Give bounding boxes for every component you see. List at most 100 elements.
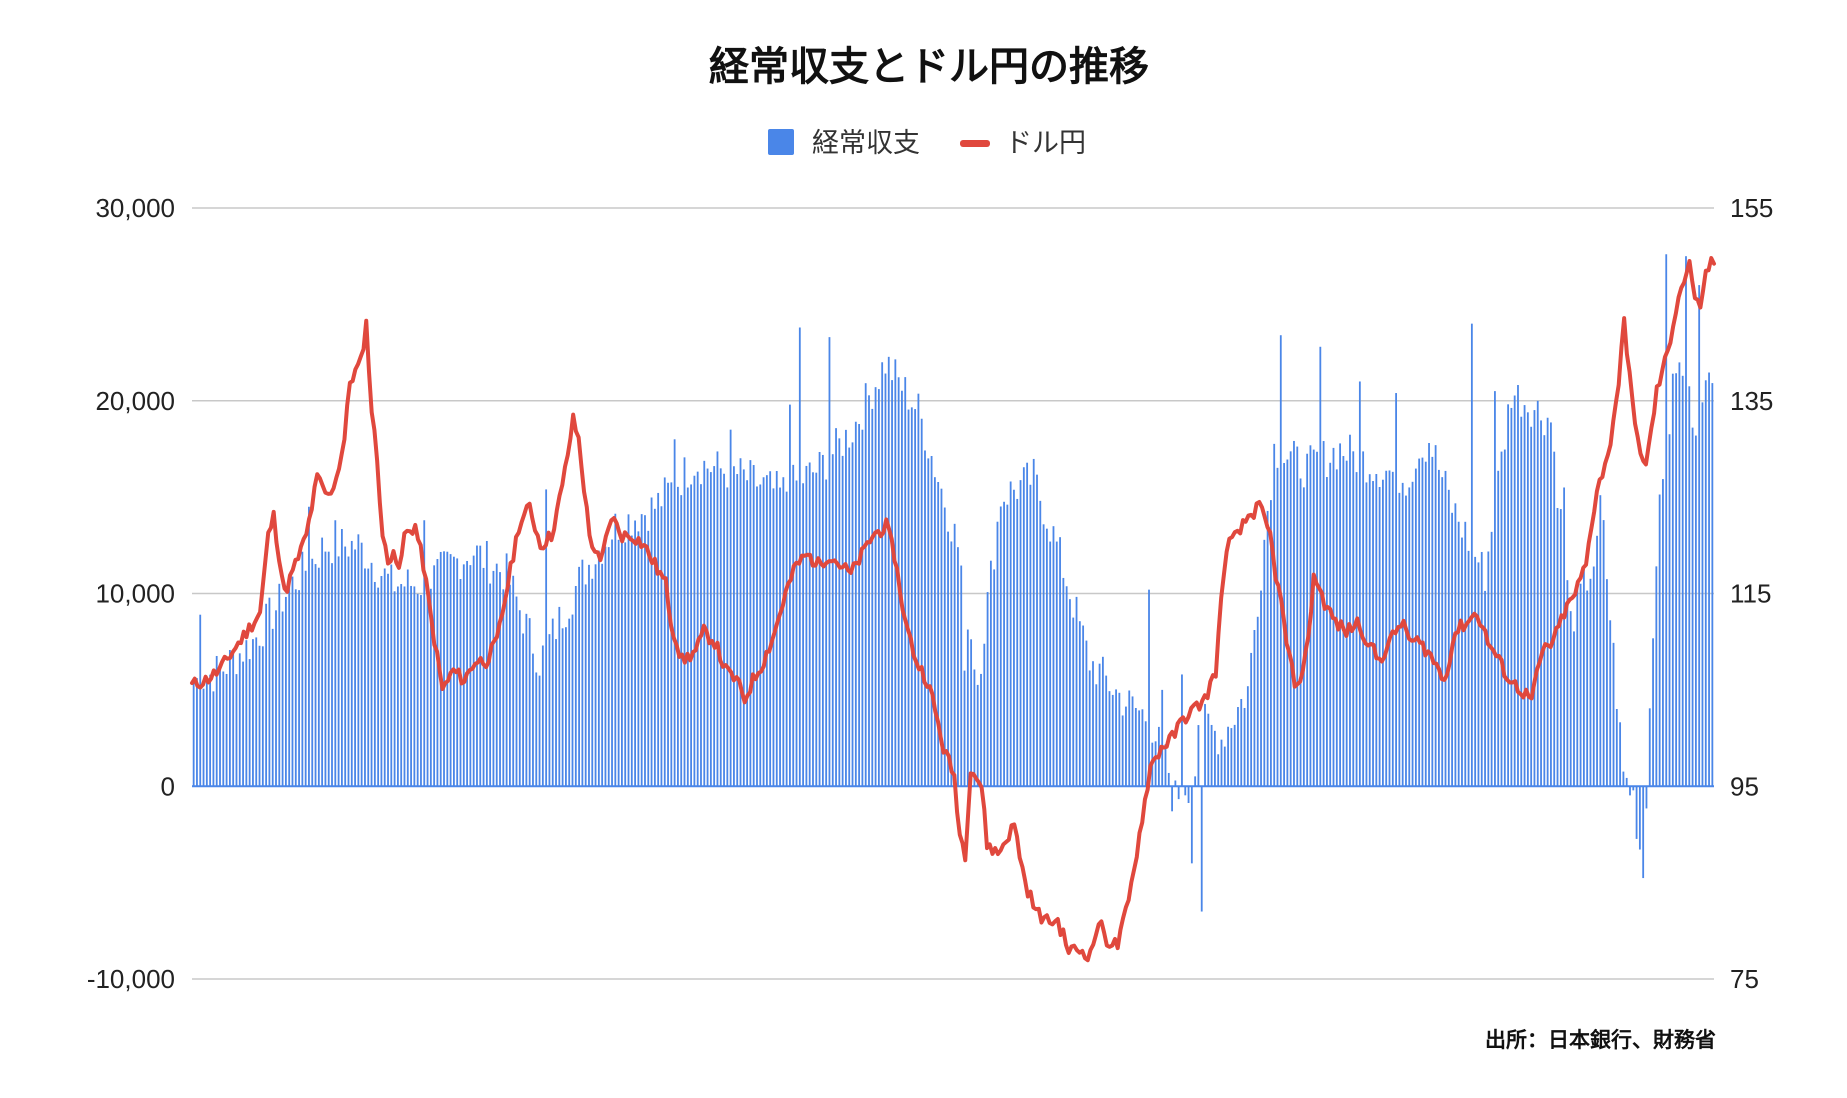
bar bbox=[851, 442, 854, 787]
bar bbox=[1454, 503, 1457, 787]
bar bbox=[933, 477, 936, 787]
bar bbox=[199, 614, 202, 787]
bar bbox=[248, 659, 251, 787]
bar bbox=[1579, 583, 1582, 787]
bar bbox=[1141, 709, 1144, 787]
bar bbox=[1553, 451, 1556, 787]
bar bbox=[907, 409, 910, 787]
bar bbox=[347, 556, 350, 787]
bar bbox=[841, 455, 844, 787]
bar bbox=[663, 477, 666, 787]
bar bbox=[1559, 509, 1562, 787]
left-tick-label: 30,000 bbox=[95, 193, 175, 223]
bar bbox=[1069, 599, 1071, 787]
bar bbox=[782, 477, 785, 787]
bar bbox=[927, 458, 930, 787]
bar bbox=[245, 640, 248, 787]
bar bbox=[1411, 481, 1414, 787]
bar bbox=[406, 569, 409, 787]
bar bbox=[1078, 621, 1081, 787]
bar bbox=[1530, 426, 1533, 787]
bar bbox=[634, 520, 636, 787]
bar bbox=[815, 472, 818, 787]
bar bbox=[1405, 495, 1407, 787]
bar bbox=[278, 583, 281, 787]
bar bbox=[1134, 707, 1137, 787]
bar bbox=[588, 564, 590, 787]
bar bbox=[1500, 451, 1503, 787]
bar bbox=[436, 559, 439, 787]
bar bbox=[1197, 725, 1200, 787]
bar bbox=[693, 475, 696, 787]
bar bbox=[848, 447, 851, 787]
bar bbox=[601, 563, 604, 787]
bar bbox=[205, 678, 208, 787]
bar bbox=[1447, 489, 1450, 787]
bar bbox=[1487, 551, 1490, 787]
bar bbox=[258, 645, 261, 787]
bar bbox=[1599, 495, 1602, 787]
bar bbox=[1484, 590, 1486, 787]
bar bbox=[1517, 385, 1519, 787]
bar bbox=[192, 682, 195, 787]
bar bbox=[957, 547, 959, 787]
bar bbox=[650, 497, 653, 787]
bar bbox=[1414, 468, 1417, 787]
bar bbox=[621, 537, 623, 787]
bar bbox=[1385, 470, 1388, 787]
bar bbox=[1062, 577, 1065, 787]
bar bbox=[1494, 391, 1496, 787]
bar bbox=[1563, 487, 1566, 787]
bar bbox=[1075, 596, 1078, 787]
legend: 経常収支 ドル円 bbox=[768, 128, 1086, 159]
bar bbox=[476, 545, 478, 787]
bar bbox=[317, 567, 320, 787]
bar bbox=[1237, 707, 1239, 787]
bar bbox=[729, 429, 732, 787]
bar bbox=[1326, 477, 1328, 787]
bar bbox=[232, 652, 235, 787]
bar bbox=[1586, 590, 1589, 787]
bar bbox=[558, 606, 561, 787]
bar bbox=[746, 480, 749, 787]
bar bbox=[1204, 704, 1206, 787]
bar bbox=[1474, 556, 1477, 787]
bar bbox=[1556, 507, 1559, 787]
bar bbox=[1582, 569, 1585, 787]
bar bbox=[1671, 373, 1674, 787]
bar bbox=[910, 407, 913, 787]
bar bbox=[284, 596, 287, 787]
bar bbox=[1266, 510, 1269, 787]
bar bbox=[340, 529, 343, 787]
bar bbox=[1382, 479, 1384, 787]
bar bbox=[1243, 707, 1246, 787]
bar bbox=[426, 597, 429, 787]
bar bbox=[858, 424, 861, 787]
bar bbox=[1635, 786, 1638, 839]
left-axis-ticks: 30,000 20,000 10,000 0 -10,000 bbox=[87, 193, 175, 994]
bar bbox=[423, 520, 426, 787]
bar bbox=[1214, 730, 1216, 787]
bar bbox=[1250, 652, 1253, 787]
bar bbox=[1662, 479, 1664, 787]
bar bbox=[904, 377, 907, 787]
bar bbox=[1167, 772, 1170, 787]
bar bbox=[881, 362, 884, 787]
bar bbox=[644, 515, 646, 787]
bar bbox=[380, 576, 383, 787]
bar bbox=[1418, 458, 1421, 787]
bar bbox=[472, 555, 475, 787]
bar bbox=[657, 492, 660, 787]
bar bbox=[980, 673, 982, 787]
bar bbox=[1029, 484, 1032, 787]
bar bbox=[723, 473, 725, 787]
bar bbox=[1286, 459, 1289, 787]
bar bbox=[706, 468, 709, 787]
bar bbox=[1602, 520, 1605, 787]
bar bbox=[838, 438, 841, 787]
bar bbox=[321, 537, 324, 787]
bar bbox=[420, 595, 422, 787]
bar bbox=[986, 592, 989, 787]
right-tick-label: 95 bbox=[1730, 771, 1759, 801]
bar bbox=[360, 542, 363, 787]
